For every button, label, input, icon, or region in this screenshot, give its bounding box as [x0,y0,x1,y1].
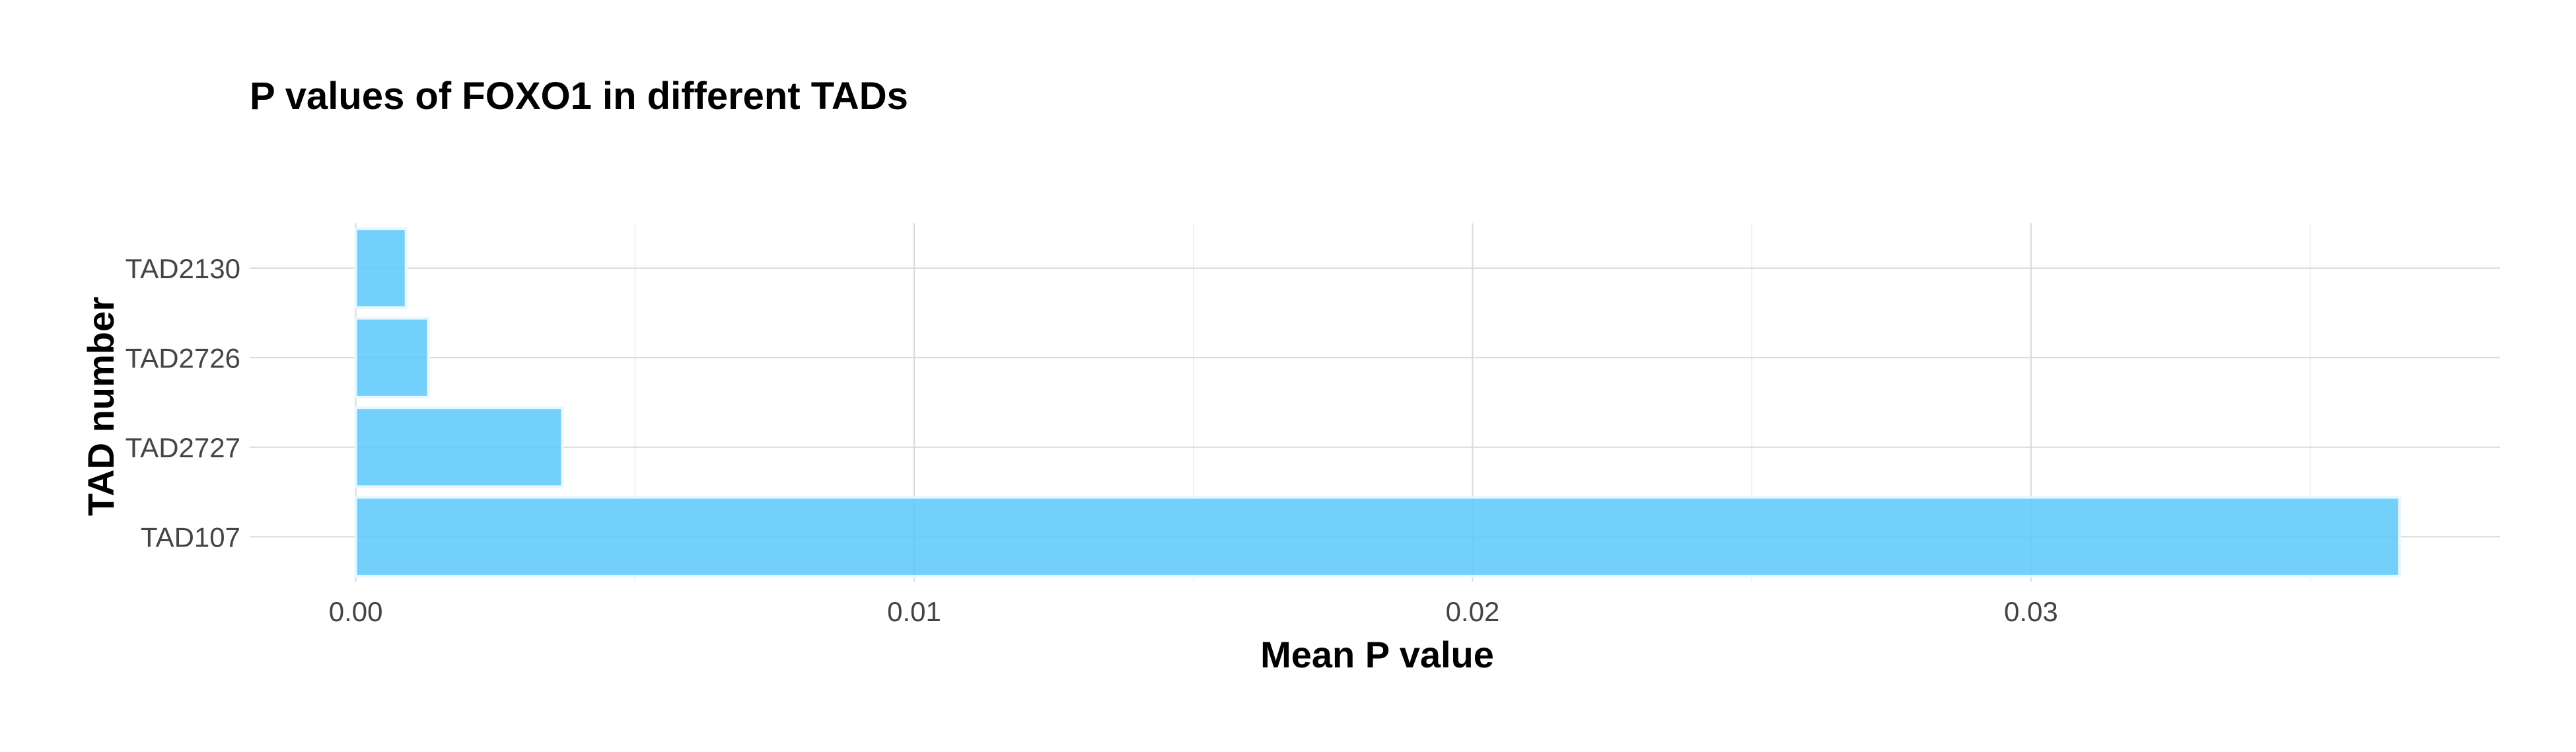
y-tick-label: TAD2727 [125,432,240,463]
x-tick-label: 0.00 [329,596,383,627]
bar-tad2726 [354,317,430,398]
x-axis-title: Mean P value [1260,634,1494,675]
x-tick-label: 0.03 [2004,596,2058,627]
bar-tad107 [354,496,2401,578]
tick-labels: TAD2130 TAD2726 TAD2727 TAD107 0.00 0.01 0.02 0… [125,253,2058,627]
y-tick-label: TAD107 [141,521,240,552]
x-tick-label: 0.02 [1446,596,1500,627]
bar-tad2727 [354,406,564,488]
bar-tad2130 [354,227,408,309]
y-tick-label: TAD2130 [125,253,240,284]
chart-title: P values of FOXO1 in different TADs [250,75,908,118]
x-tick-label: 0.01 [887,596,941,627]
bars [354,227,2401,578]
y-axis-title: TAD number [80,297,122,516]
y-tick-label: TAD2726 [125,342,240,373]
